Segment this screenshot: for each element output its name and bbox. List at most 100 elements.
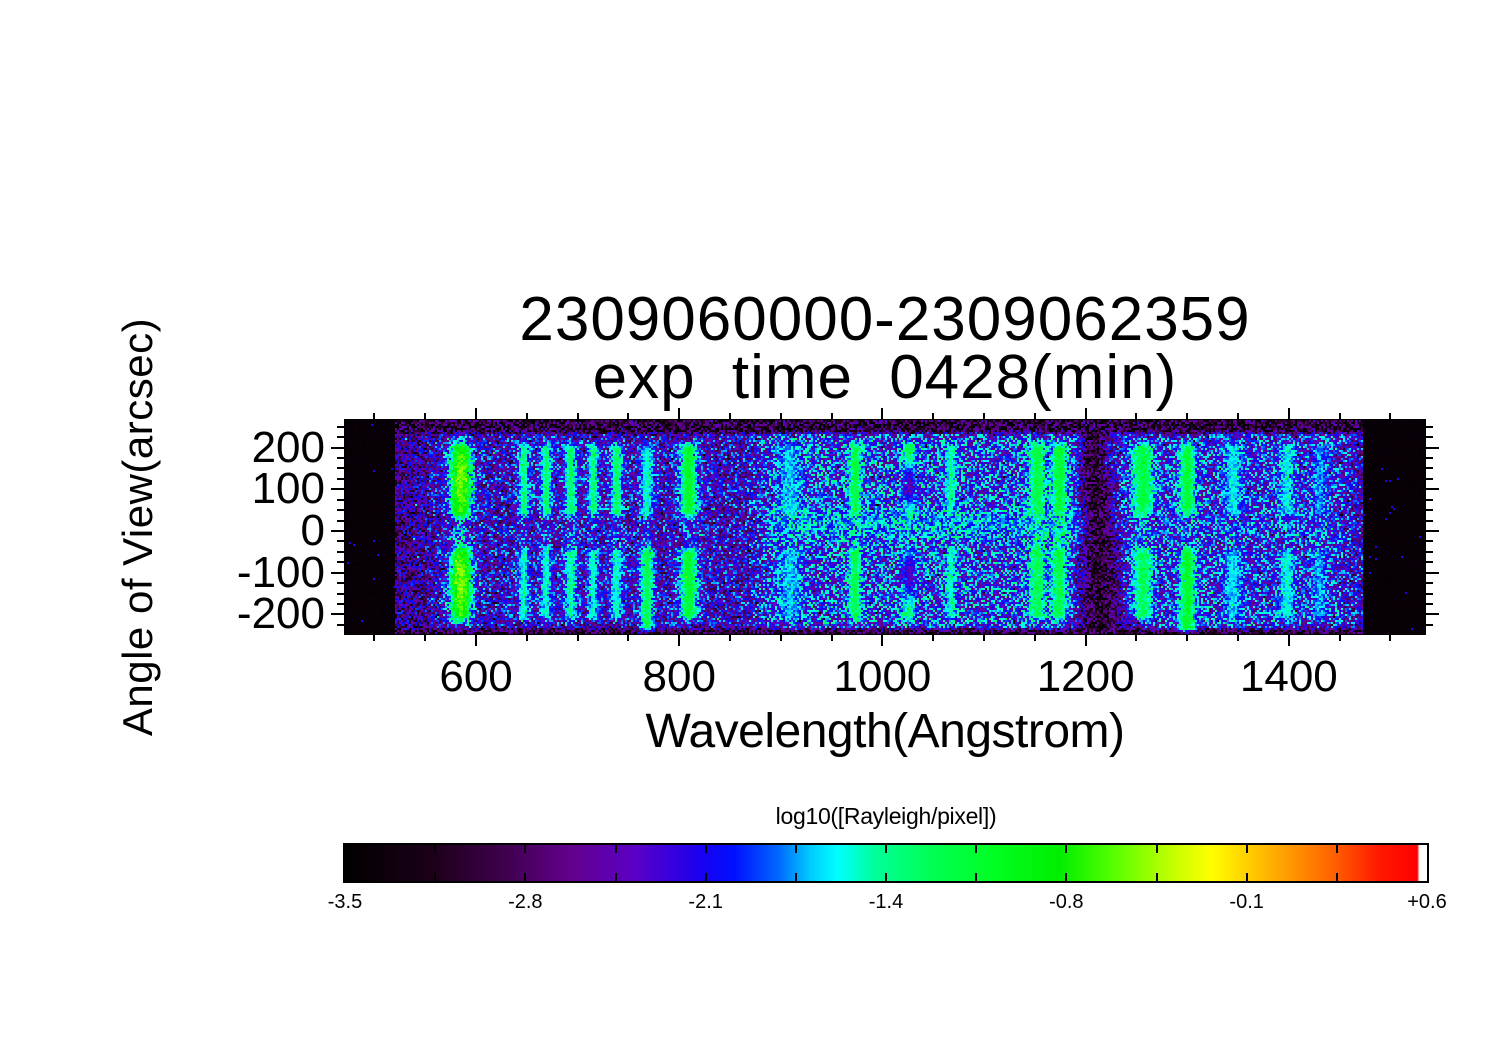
x-minor-tick [729, 634, 731, 641]
y-tick-label--100: -100 [236, 547, 325, 597]
x-tick-label-600: 600 [439, 652, 513, 701]
x-minor-tick-top [983, 413, 985, 420]
y-minor-tick [337, 426, 345, 428]
y-major-tick-right [1425, 447, 1439, 449]
y-minor-tick [337, 509, 345, 511]
colorbar-label-5: -0.1 [1229, 891, 1264, 913]
y-tick-label-100: 100 [251, 464, 325, 514]
x-major-tick [678, 634, 680, 646]
y-minor-tick [337, 551, 345, 553]
colorbar-tick-bottom [434, 873, 437, 881]
y-major-tick [331, 572, 345, 574]
y-minor-tick [337, 603, 345, 605]
x-tick-label-1400: 1400 [1239, 652, 1338, 701]
x-minor-tick-top [1237, 413, 1239, 420]
x-minor-tick-top [627, 413, 629, 420]
x-major-tick-top [1288, 408, 1290, 420]
x-minor-tick [627, 634, 629, 641]
x-minor-tick [1034, 634, 1036, 641]
x-minor-tick [932, 634, 934, 641]
x-major-tick [475, 634, 477, 646]
y-major-tick-right [1425, 530, 1439, 532]
colorbar-tick-top [1065, 845, 1068, 853]
y-tick-label-0: 0 [300, 505, 325, 555]
colorbar-label-1: -2.8 [508, 891, 543, 913]
x-major-tick [881, 634, 883, 646]
y-minor-tick [337, 593, 345, 595]
x-minor-tick [577, 634, 579, 641]
y-minor-tick-right [1425, 467, 1433, 469]
y-axis-title: Angle of View(arcsec) [114, 317, 161, 737]
colorbar-tick-bottom [1065, 873, 1068, 881]
y-minor-tick-right [1425, 436, 1433, 438]
x-tick-label-1000: 1000 [833, 652, 932, 701]
y-minor-tick-right [1425, 540, 1433, 542]
y-minor-tick-right [1425, 499, 1433, 501]
x-axis-title: Wavelength(Angstrom) [645, 705, 1125, 758]
y-minor-tick-right [1425, 478, 1433, 480]
y-minor-tick [337, 436, 345, 438]
x-tick-label-800: 800 [642, 652, 716, 701]
y-minor-tick [337, 540, 345, 542]
y-minor-tick [337, 520, 345, 522]
x-minor-tick [526, 634, 528, 641]
y-tick-label--200: -200 [236, 589, 325, 639]
x-minor-tick-top [729, 413, 731, 420]
colorbar-label-4: -0.8 [1049, 891, 1084, 913]
colorbar-tick-top [975, 845, 978, 853]
x-minor-tick-top [780, 413, 782, 420]
colorbar-label-2: -2.1 [688, 891, 723, 913]
x-minor-tick [780, 634, 782, 641]
y-major-tick-right [1425, 488, 1439, 490]
x-major-tick-top [475, 408, 477, 420]
x-minor-tick [1339, 634, 1341, 641]
x-minor-tick-top [1339, 413, 1341, 420]
x-minor-tick-top [1135, 413, 1137, 420]
x-minor-tick [1186, 634, 1188, 641]
y-minor-tick [337, 467, 345, 469]
x-minor-tick-top [1186, 413, 1188, 420]
y-tick-label-200: 200 [251, 422, 325, 472]
y-minor-tick [337, 499, 345, 501]
colorbar-title: log10([Rayleigh/pixel]) [775, 803, 997, 829]
y-minor-tick [337, 624, 345, 626]
y-minor-tick-right [1425, 624, 1433, 626]
colorbar-tick-bottom [1335, 873, 1338, 881]
colorbar-tick-bottom [975, 873, 978, 881]
y-minor-tick-right [1425, 603, 1433, 605]
figure-title-date-range: 2309060000-2309062359 [519, 285, 1251, 354]
colorbar-tick-bottom [704, 873, 707, 881]
x-tick-label-1200: 1200 [1036, 652, 1135, 701]
y-minor-tick [337, 582, 345, 584]
y-minor-tick-right [1425, 520, 1433, 522]
y-minor-tick [337, 478, 345, 480]
x-minor-tick-top [932, 413, 934, 420]
colorbar-tick-bottom [614, 873, 617, 881]
x-minor-tick-top [1389, 413, 1391, 420]
y-major-tick [331, 447, 345, 449]
y-minor-tick-right [1425, 561, 1433, 563]
x-minor-tick-top [831, 413, 833, 420]
colorbar-tick-top [1155, 845, 1158, 853]
colorbar-tick-bottom [1245, 873, 1248, 881]
y-major-tick [331, 530, 345, 532]
y-minor-tick [337, 561, 345, 563]
colorbar-label-0: -3.5 [327, 891, 363, 913]
x-minor-tick [424, 634, 426, 641]
colorbar-tick-top [704, 845, 707, 853]
x-minor-tick [1135, 634, 1137, 641]
x-major-tick [1085, 634, 1087, 646]
colorbar-tick-bottom [1155, 873, 1158, 881]
colorbar-tick-top [1245, 845, 1248, 853]
x-minor-tick-top [373, 413, 375, 420]
colorbar-tick-top [885, 845, 887, 853]
y-major-tick [331, 613, 345, 615]
x-minor-tick-top [577, 413, 579, 420]
y-major-tick-right [1425, 572, 1439, 574]
colorbar-tick-bottom [794, 873, 797, 881]
y-minor-tick-right [1425, 593, 1433, 595]
x-major-tick-top [678, 408, 680, 420]
x-minor-tick-top [424, 413, 426, 420]
x-minor-tick [373, 634, 375, 641]
